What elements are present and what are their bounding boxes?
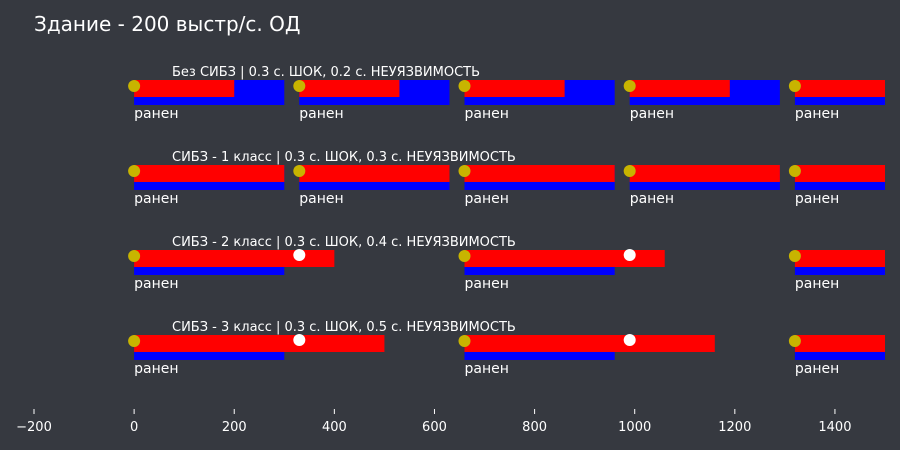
hit-marker <box>623 165 636 177</box>
blocked-marker <box>623 249 636 261</box>
hit-marker <box>293 165 306 177</box>
hit-marker <box>293 80 306 92</box>
x-tick-label: 1400 <box>818 420 851 435</box>
hit-marker <box>128 250 141 262</box>
invuln-bar <box>464 335 715 352</box>
invuln-bar <box>134 250 335 267</box>
hit-label: ранен <box>795 191 839 207</box>
blocked-marker <box>293 249 306 261</box>
invuln-bar <box>464 80 565 97</box>
invuln-bar <box>134 80 235 97</box>
hit-marker <box>128 335 141 347</box>
hit-label: ранен <box>795 276 839 292</box>
timeline-row: СИБЗ - 1 класс | 0.3 с. ШОК, 0.3 с. НЕУЯ… <box>128 150 885 207</box>
hit-label: ранен <box>795 106 839 122</box>
chart-title: Здание - 200 выстр/с. ОД <box>34 12 300 36</box>
invuln-bar <box>794 250 885 267</box>
x-axis: −200 0 200 400 600 800 1000 1200 1400 <box>16 409 851 435</box>
hit-marker <box>788 335 801 347</box>
invuln-bar <box>464 250 665 267</box>
hit-marker <box>458 335 471 347</box>
row-title: СИБЗ - 1 класс | 0.3 с. ШОК, 0.3 с. НЕУЯ… <box>172 150 516 165</box>
timeline-row: СИБЗ - 3 класс | 0.3 с. ШОК, 0.5 с. НЕУЯ… <box>128 320 885 377</box>
hit-label: ранен <box>134 276 178 292</box>
row-title: СИБЗ - 2 класс | 0.3 с. ШОК, 0.4 с. НЕУЯ… <box>172 235 516 250</box>
hit-marker <box>128 80 141 92</box>
row-title: СИБЗ - 3 класс | 0.3 с. ШОК, 0.5 с. НЕУЯ… <box>172 320 516 335</box>
invuln-bar <box>794 80 885 97</box>
hit-label: ранен <box>465 106 509 122</box>
invuln-bar <box>629 165 780 182</box>
hit-label: ранен <box>134 361 178 377</box>
hit-label: ранен <box>299 191 343 207</box>
hit-marker <box>788 165 801 177</box>
x-tick-label: 0 <box>130 420 138 435</box>
row-title: Без СИБЗ | 0.3 с. ШОК, 0.2 с. НЕУЯЗВИМОС… <box>172 65 480 80</box>
hit-marker <box>128 165 141 177</box>
x-tick-label: −200 <box>16 420 52 435</box>
hit-marker <box>458 80 471 92</box>
hit-label: ранен <box>630 191 674 207</box>
timeline-row: Без СИБЗ | 0.3 с. ШОК, 0.2 с. НЕУЯЗВИМОС… <box>128 65 885 122</box>
hit-marker <box>458 250 471 262</box>
invuln-bar <box>629 80 730 97</box>
hit-marker <box>788 80 801 92</box>
hit-label: ранен <box>465 276 509 292</box>
invuln-bar <box>794 165 885 182</box>
invuln-bar <box>299 80 400 97</box>
invuln-bar <box>464 165 615 182</box>
invuln-bar <box>134 335 385 352</box>
hit-marker <box>788 250 801 262</box>
x-tick-label: 200 <box>222 420 247 435</box>
x-tick-label: 400 <box>322 420 347 435</box>
x-tick-label: 600 <box>422 420 447 435</box>
hit-label: ранен <box>465 361 509 377</box>
invuln-bar <box>299 165 450 182</box>
invuln-bar <box>134 165 285 182</box>
x-tick-label: 1200 <box>718 420 751 435</box>
blocked-marker <box>293 334 306 346</box>
timeline-rows: Без СИБЗ | 0.3 с. ШОК, 0.2 с. НЕУЯЗВИМОС… <box>128 65 885 377</box>
x-tick-label: 800 <box>522 420 547 435</box>
hit-label: ранен <box>630 106 674 122</box>
hit-label: ранен <box>795 361 839 377</box>
hit-marker <box>623 80 636 92</box>
hit-label: ранен <box>134 191 178 207</box>
invuln-bar <box>794 335 885 352</box>
timeline-row: СИБЗ - 2 класс | 0.3 с. ШОК, 0.4 с. НЕУЯ… <box>128 235 885 292</box>
x-tick-label: 1000 <box>618 420 651 435</box>
hit-marker <box>458 165 471 177</box>
blocked-marker <box>623 334 636 346</box>
hit-label: ранен <box>465 191 509 207</box>
hit-label: ранен <box>299 106 343 122</box>
hit-label: ранен <box>134 106 178 122</box>
